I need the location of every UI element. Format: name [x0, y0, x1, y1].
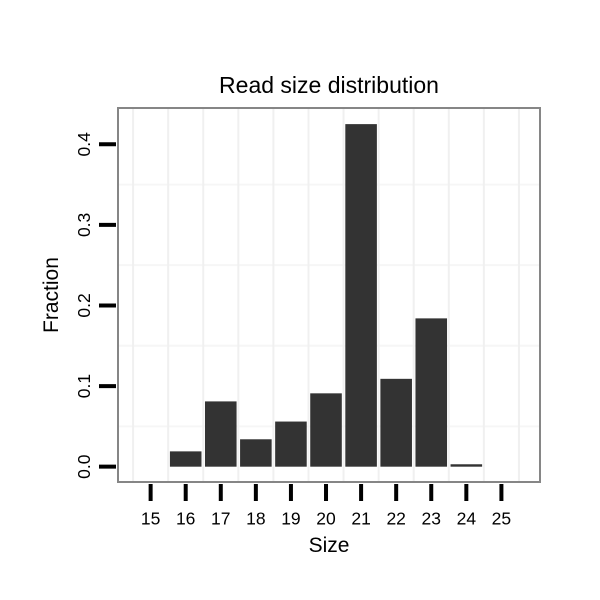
bar-16	[169, 451, 202, 467]
y-tick-label: 0.1	[74, 374, 94, 398]
chart-title: Read size distribution	[219, 72, 439, 98]
x-tick-label: 20	[316, 509, 336, 529]
x-tick-label: 16	[176, 509, 195, 529]
y-axis-label: Fraction	[40, 257, 63, 333]
x-tick-label: 22	[386, 509, 405, 529]
x-tick-label: 21	[351, 509, 370, 529]
bar-19	[275, 421, 307, 467]
bar-24	[450, 464, 483, 467]
y-tick-label: 0.0	[74, 454, 94, 479]
x-tick-label: 23	[422, 509, 441, 529]
bar-17	[204, 401, 237, 467]
bar-20	[310, 393, 342, 467]
x-tick-label: 24	[457, 509, 477, 529]
y-tick-label: 0.3	[74, 213, 94, 237]
bar-23	[415, 318, 448, 467]
x-tick-label: 25	[492, 509, 511, 529]
x-tick-label: 15	[141, 509, 160, 529]
panel-border	[117, 107, 541, 483]
bar-22	[380, 378, 412, 467]
x-tick-label: 19	[281, 509, 300, 529]
bar-21	[345, 124, 377, 467]
x-axis-label: Size	[308, 534, 350, 557]
x-tick-label: 18	[246, 509, 265, 529]
x-tick-label: 17	[211, 509, 230, 529]
y-tick-label: 0.4	[74, 132, 94, 157]
y-tick-label: 0.2	[74, 293, 94, 317]
bar-18	[240, 439, 272, 467]
